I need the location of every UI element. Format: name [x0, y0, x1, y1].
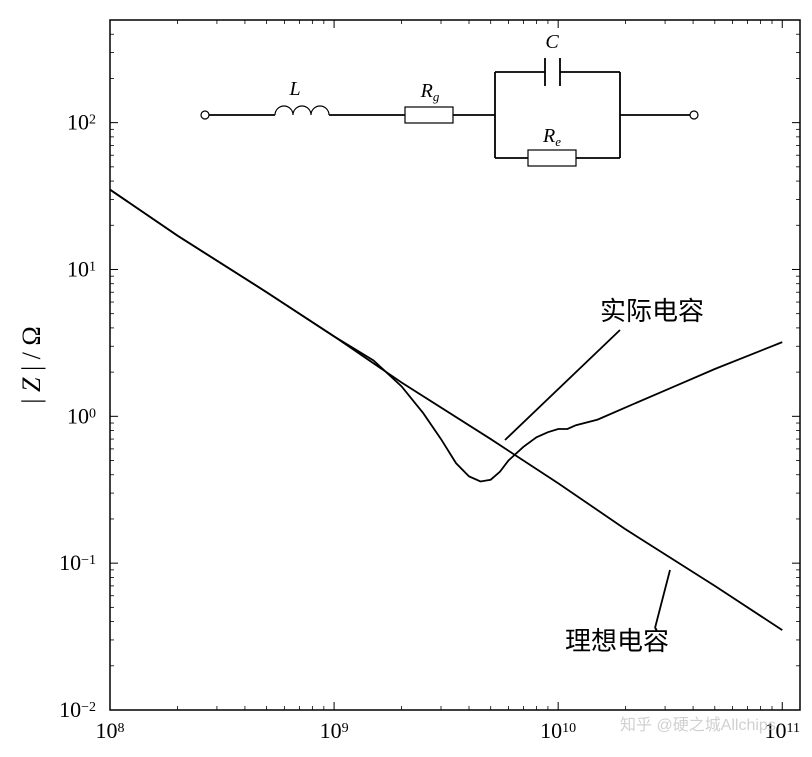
terminal-left — [201, 111, 209, 119]
resistor-rg-label: Rg — [420, 80, 440, 104]
anno-ideal: 理想电容 — [565, 627, 669, 656]
y-ticklabel: 10−2 — [59, 697, 96, 722]
anno-real: 实际电容 — [600, 297, 704, 326]
terminal-right — [690, 111, 698, 119]
watermark: 知乎 @硬之城Allchips — [620, 716, 776, 734]
resistor-re-icon — [528, 150, 576, 166]
y-ticklabel: 100 — [67, 403, 96, 428]
inductor-icon — [275, 106, 329, 115]
plot-box — [110, 20, 800, 710]
resistor-re-label: Re — [542, 125, 561, 149]
y-axis-label: | Z | / Ω — [17, 326, 46, 403]
anno-line-real — [505, 330, 620, 440]
anno-line-ideal — [655, 570, 670, 628]
impedance-chart: 10−210−110010110210810910101011| Z | / Ω… — [0, 0, 812, 757]
x-ticklabel: 108 — [96, 718, 125, 743]
x-ticklabel: 109 — [320, 718, 349, 743]
y-ticklabel: 101 — [67, 256, 96, 281]
circuit-diagram: L Rg C Re — [201, 31, 698, 166]
chart-svg: 10−210−110010110210810910101011| Z | / Ω… — [0, 0, 812, 757]
x-ticklabel: 1010 — [540, 718, 576, 743]
y-ticklabel: 102 — [67, 110, 96, 135]
inductor-label: L — [288, 78, 300, 100]
series-ideal_capacitor — [110, 190, 782, 631]
resistor-rg-icon — [405, 107, 453, 123]
capacitor-label: C — [545, 31, 559, 53]
y-ticklabel: 10−1 — [59, 550, 96, 575]
series-real_capacitor — [110, 190, 782, 482]
